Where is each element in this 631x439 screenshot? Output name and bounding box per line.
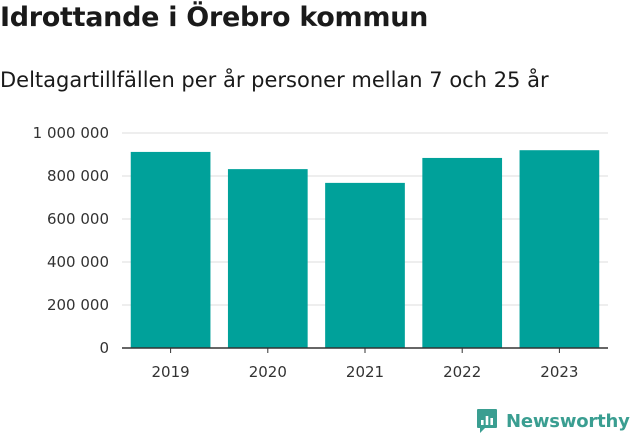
bar-2021 bbox=[325, 182, 405, 348]
newsworthy-brand: Newsworthy bbox=[476, 408, 630, 434]
bar-chart: 0 200 000 400 000 600 000 800 000 1 000 000 20… bbox=[33, 124, 608, 381]
y-tick-label: 600 000 bbox=[47, 210, 109, 228]
x-tick-label: 2019 bbox=[152, 363, 190, 381]
y-tick-label: 800 000 bbox=[47, 167, 109, 185]
y-tick-label: 200 000 bbox=[47, 296, 109, 314]
x-tick-label: 2022 bbox=[443, 363, 481, 381]
bar-2023 bbox=[519, 150, 600, 348]
y-tick-label: 1 000 000 bbox=[33, 124, 109, 142]
bars bbox=[130, 150, 600, 348]
bar-2022 bbox=[422, 157, 503, 348]
x-tick-label: 2023 bbox=[540, 363, 578, 381]
chart-title: Idrottande i Örebro kommun bbox=[0, 2, 429, 33]
newsworthy-logo-icon bbox=[477, 409, 497, 433]
y-tick-label: 400 000 bbox=[47, 253, 109, 271]
brand-name: Newsworthy bbox=[506, 410, 630, 432]
bar-2020 bbox=[227, 169, 308, 348]
y-tick-label: 0 bbox=[99, 339, 109, 357]
x-tick-label: 2021 bbox=[346, 363, 384, 381]
axes: 0 200 000 400 000 600 000 800 000 1 000 000 20… bbox=[33, 124, 608, 381]
chart-subtitle: Deltagartillfällen per år personer mella… bbox=[0, 68, 549, 92]
bar-2019 bbox=[130, 151, 211, 348]
x-tick-label: 2020 bbox=[249, 363, 287, 381]
